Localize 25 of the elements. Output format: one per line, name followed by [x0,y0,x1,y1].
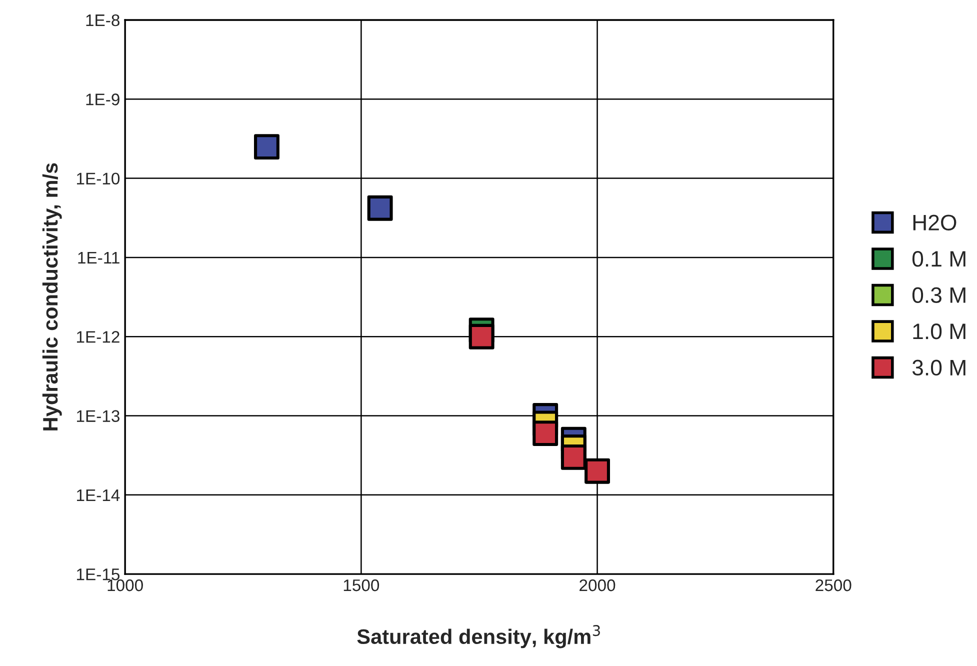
y-tick-label: 1E-15 [76,568,120,580]
x-tick-label: 2500 [816,579,852,592]
x-axis-title: Saturated density, kg/m$^{3}$ [357,625,600,648]
legend-label: 0.1 M [912,250,966,267]
y-tick-label: 1E-11 [78,252,120,264]
y-tick-label: 1E-13 [76,410,120,422]
x-tick-label: 2000 [580,579,616,592]
point [584,458,610,484]
x-tick-label: 1000 [108,579,143,592]
legend-label: 0.3 M [912,287,966,303]
y-axis-title: Hydraulic conductivity, m/s [42,163,62,430]
legend-label: 1.0 M [913,324,966,340]
point [532,420,558,446]
point [468,324,494,350]
y-tick-label: 1E-10 [76,172,120,184]
y-tick-label: 1E-14 [76,490,120,501]
legend-label: 3.0 M [912,360,966,376]
x-tick-label: 1500 [344,579,380,592]
y-tick-label: 1E-8 [86,14,120,26]
point [254,134,280,160]
y-tick-label: 1E-9 [86,94,120,106]
point [560,444,586,470]
y-tick-label: 1E-12 [76,331,120,343]
legend-label: H2O [913,214,956,230]
point [367,195,393,221]
